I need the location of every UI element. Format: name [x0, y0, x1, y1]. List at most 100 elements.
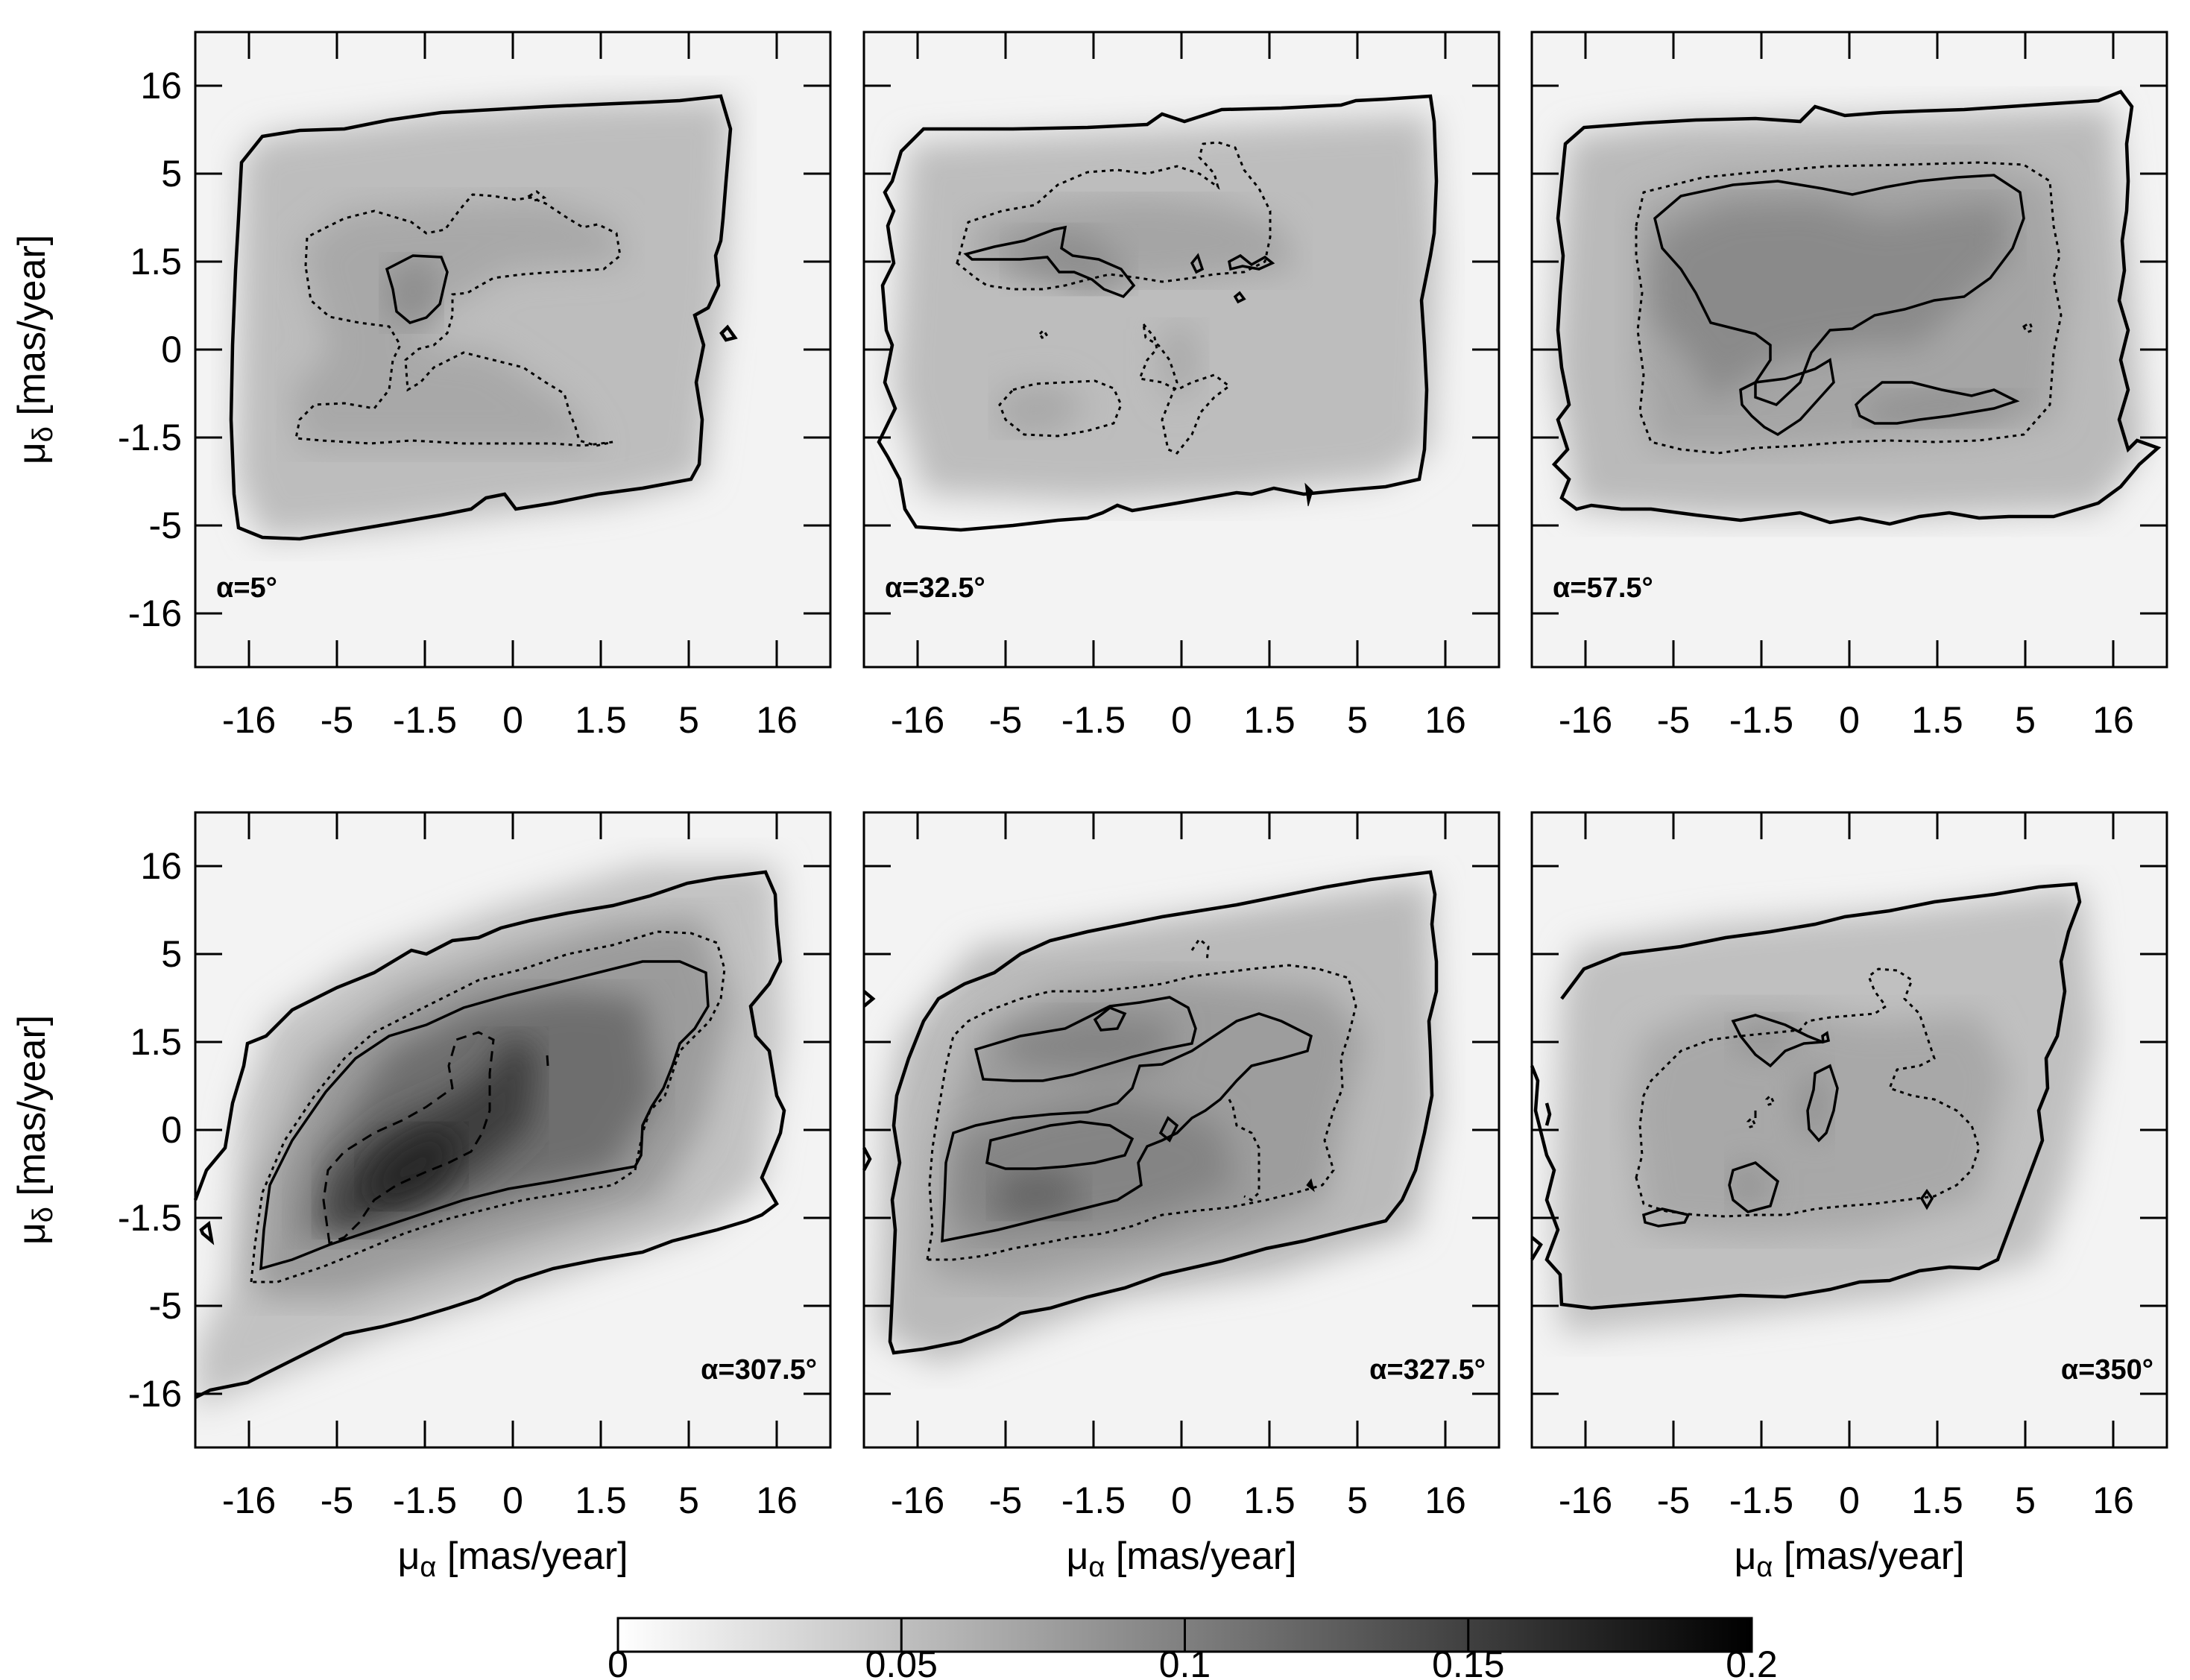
y-tick-label: -1.5	[118, 417, 182, 458]
y-tick-label: 16	[140, 845, 182, 887]
panel-alpha-350	[1530, 811, 2168, 1449]
y-tick-label: -5	[149, 1285, 182, 1327]
y-tick-label: -1.5	[118, 1197, 182, 1239]
panel-label: α=32.5°	[885, 572, 985, 604]
contour-lines	[1530, 882, 2082, 1310]
x-axis-titles: μα [mas/year] μα [mas/year] μα [mas/year…	[397, 1535, 1964, 1583]
x-tick-label: 0	[1839, 1480, 1860, 1521]
x-tick-label: 5	[678, 1480, 699, 1521]
panel-label: α=307.5°	[701, 1354, 817, 1386]
y-tick-label: 1.5	[130, 241, 182, 282]
colorbar-tick-label: 0.2	[1726, 1643, 1778, 1680]
density-map	[195, 32, 830, 667]
y-tick-label: 0	[161, 329, 182, 370]
x-tick-label: 5	[678, 699, 699, 741]
x-tick-label: -16	[222, 1480, 276, 1521]
colorbar: 0 0.05 0.1 0.15 0.2	[608, 1617, 1778, 1680]
panel-4-axes: -16 -5 -1.5 0 1.5 5 16 α=327.5°	[864, 812, 1499, 1521]
contour-lines	[229, 94, 738, 541]
panel-3-axes: -16 16 -5 5 -1.5 1.5 0 0 1.5 -1.5 5 -5 16 -16 α=307.5°	[118, 812, 830, 1521]
x-tick-label: -16	[1559, 699, 1612, 741]
x-tick-label: -5	[1657, 699, 1690, 741]
density-map	[864, 32, 1499, 667]
x-tick-label: 0	[1839, 699, 1860, 741]
x-tick-label: -1.5	[1729, 1480, 1793, 1521]
y-tick-label: 0	[161, 1109, 182, 1151]
x-tick-label: -1.5	[1729, 699, 1793, 741]
x-tick-label: -16	[891, 699, 944, 741]
y-tick-label: 5	[161, 153, 182, 195]
colorbar-tick-label: 0.15	[1432, 1643, 1504, 1680]
x-axis-title-middle: μα [mas/year]	[1066, 1535, 1296, 1583]
panel-alpha-32-5	[862, 31, 1501, 669]
x-tick-label: 5	[2015, 699, 2036, 741]
x-tick-label: -16	[1559, 1480, 1612, 1521]
panel-2-axes: -16 -5 -1.5 0 1.5 5 16 α=57.5°	[1532, 32, 2167, 741]
panel-0-axes: -16 16 -5 5 -1.5 1.5 0 0 1.5 -1.5 5 -5 16 -16 α=5°	[118, 32, 830, 741]
panel-alpha-327-5	[862, 811, 1501, 1449]
x-axis-title-right: μα [mas/year]	[1734, 1535, 1964, 1583]
y-tick-label: -16	[128, 593, 182, 634]
x-tick-label: -1.5	[393, 699, 457, 741]
y-axis-title-bottom: μδ [mas/year]	[10, 1015, 59, 1245]
density-map	[1532, 812, 2167, 1447]
panel-alpha-5	[194, 31, 832, 669]
x-tick-label: 0	[1171, 699, 1192, 741]
contour-lines	[1551, 89, 2162, 526]
x-tick-label: 1.5	[1243, 699, 1296, 741]
x-tick-label: 16	[756, 1480, 798, 1521]
y-tick-label: 1.5	[130, 1021, 182, 1063]
y-tick-label: -16	[128, 1373, 182, 1415]
x-tick-label: -1.5	[1061, 699, 1126, 741]
x-tick-label: 0	[1171, 1480, 1192, 1521]
x-tick-label: -1.5	[1061, 1480, 1126, 1521]
x-tick-label: 16	[756, 699, 798, 741]
x-tick-label: -5	[1657, 1480, 1690, 1521]
panel-label: α=350°	[2061, 1354, 2153, 1386]
x-tick-label: -16	[891, 1480, 944, 1521]
panel-1-axes: -16 -5 -1.5 0 1.5 5 16 α=32.5°	[864, 32, 1499, 741]
x-tick-label: 1.5	[1243, 1480, 1296, 1521]
x-tick-label: 0	[502, 1480, 523, 1521]
panel-label: α=5°	[216, 572, 277, 604]
x-tick-label: 1.5	[575, 699, 627, 741]
density-map	[1532, 32, 2167, 667]
x-tick-label: 16	[1424, 699, 1466, 741]
panel-alpha-57-5	[1530, 31, 2168, 669]
x-tick-label: 16	[2092, 699, 2134, 741]
panel-5-axes: -16 -5 -1.5 0 1.5 5 16 α=350°	[1532, 812, 2167, 1521]
x-tick-label: 0	[502, 699, 523, 741]
x-tick-label: -5	[321, 1480, 353, 1521]
y-tick-label: -5	[149, 505, 182, 546]
contour-lines	[193, 870, 786, 1400]
x-tick-label: 5	[1347, 699, 1368, 741]
colorbar-tick-label: 0.1	[1159, 1643, 1211, 1680]
y-tick-label: 16	[140, 65, 182, 107]
y-tick-label: 5	[161, 933, 182, 975]
panel-label: α=57.5°	[1553, 572, 1653, 604]
x-tick-label: -16	[222, 699, 276, 741]
x-axis-title-left: μα [mas/year]	[397, 1535, 628, 1583]
y-axis-titles: μδ [mas/year] μδ [mas/year]	[10, 235, 59, 1245]
x-tick-label: 16	[1424, 1480, 1466, 1521]
x-tick-label: -5	[989, 1480, 1022, 1521]
colorbar-tick-label: 0.05	[865, 1643, 938, 1680]
y-axis-title-top: μδ [mas/year]	[10, 235, 59, 464]
x-tick-label: 5	[2015, 1480, 2036, 1521]
x-tick-label: 5	[1347, 1480, 1368, 1521]
x-tick-label: 1.5	[575, 1480, 627, 1521]
contour-lines	[877, 94, 1439, 532]
x-tick-label: -5	[989, 699, 1022, 741]
x-tick-label: -5	[321, 699, 353, 741]
colorbar-tick-label: 0	[608, 1643, 628, 1680]
x-tick-label: 16	[2092, 1480, 2134, 1521]
contour-lines	[862, 870, 1439, 1355]
x-tick-label: 1.5	[1911, 1480, 1963, 1521]
panel-alpha-307-5	[193, 811, 832, 1449]
x-tick-label: 1.5	[1911, 699, 1963, 741]
colorbar-ticks: 0 0.05 0.1 0.15 0.2	[608, 1618, 1778, 1680]
panel-label: α=327.5°	[1369, 1354, 1486, 1386]
axes-layer: -1616-55-1.51.5001.5-1.55-516-16α=5°-16-…	[118, 32, 2167, 1521]
x-tick-label: -1.5	[393, 1480, 457, 1521]
